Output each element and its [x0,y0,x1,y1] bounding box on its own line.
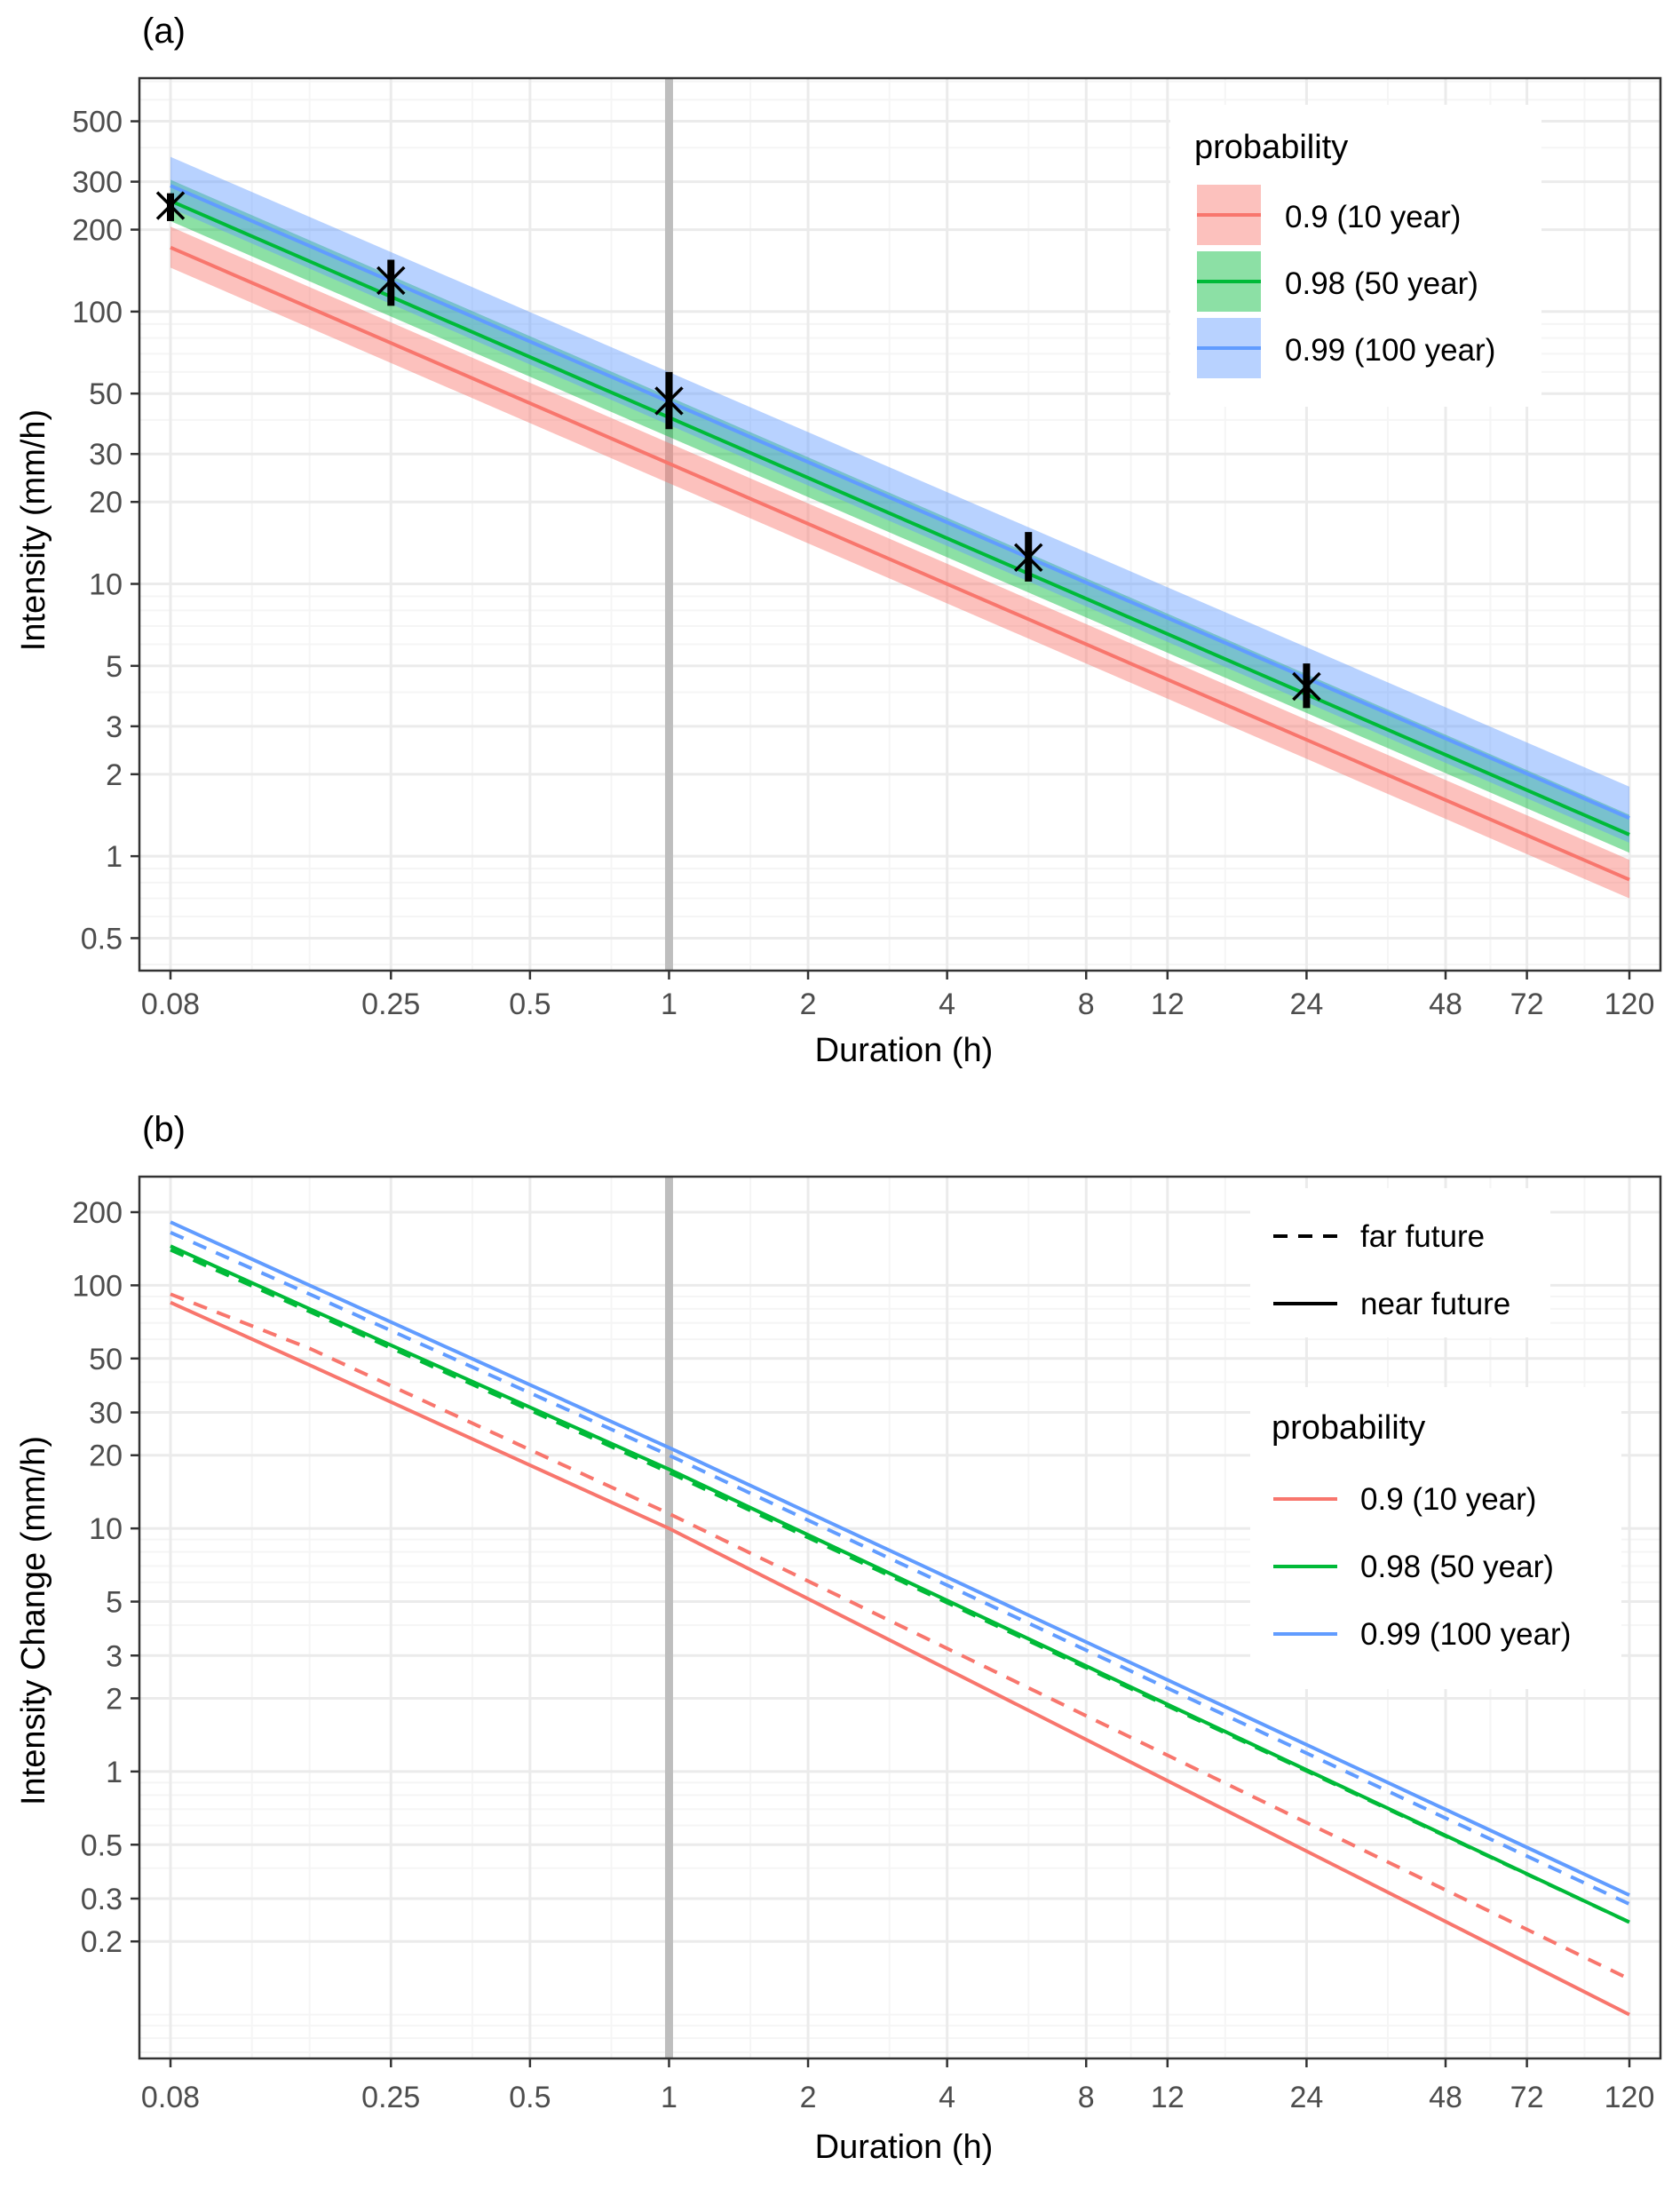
y-tick-label: 20 [89,1440,123,1473]
y-tick-label: 2 [106,758,123,792]
y-tick-label: 20 [89,486,123,519]
y-tick-label: 1 [106,1756,123,1789]
x-tick-label: 0.08 [141,987,200,1021]
y-tick-label: 2 [106,1682,123,1716]
panel-b-lines [170,1220,1630,2017]
x-tick-label: 0.25 [361,2081,420,2114]
y-tick-label: 50 [89,1343,123,1376]
panel-b-legend-label-far-future: far future [1360,1219,1485,1254]
obs-point-0 [155,191,186,220]
x-tick-label: 8 [1078,2081,1095,2114]
x-tick-label: 12 [1151,2081,1185,2114]
y-tick-label: 500 [72,106,123,139]
x-tick-label: 2 [800,987,817,1021]
panel-b-legend-title: probability [1272,1409,1425,1447]
panel-a-y-axis-title: Intensity (mm/h) [15,409,52,651]
x-tick-label: 0.08 [141,2081,200,2114]
y-tick-label: 300 [72,166,123,200]
x-tick-label: 120 [1605,2081,1655,2114]
panel-a-x-axis-title: Duration (h) [815,1032,994,1069]
x-tick-label: 4 [939,2081,955,2114]
panel-border [138,76,1662,972]
panel-border [138,1175,1662,2060]
panel-b-legend-label-100yr: 0.99 (100 year) [1360,1617,1571,1652]
y-tick-label: 30 [89,1397,123,1431]
y-tick-label: 3 [106,710,123,744]
series-line-0 [170,245,1630,882]
series-line-4 [170,1220,1630,1897]
panel-b-x-axis-title: Duration (h) [815,2129,994,2166]
x-tick-label: 72 [1510,2081,1544,2114]
panel-b-probability-legend: probability 0.9 (10 year) 0.98 (50 year)… [1250,1387,1621,1689]
panel-b-x-tick-labels: 0.08 0.25 0.5 1 2 4 8 12 24 48 72 120 [141,2081,1654,2114]
y-tick-label: 5 [106,1586,123,1620]
x-tick-label: 1 [661,2081,678,2114]
panel-a-legend-label-10yr: 0.9 (10 year) [1285,200,1461,234]
y-tick-label: 1 [106,840,123,874]
y-tick-label: 0.2 [81,1925,123,1959]
y-tick-label: 10 [89,1512,123,1546]
panel-a-x-tick-labels: 0.08 0.25 0.5 1 2 4 8 12 24 48 72 120 [141,987,1654,1021]
series-line-3 [170,1248,1630,1924]
y-tick-label: 50 [89,377,123,411]
panel-a-label: (a) [142,12,186,51]
panel-a-legend: probability 0.9 (10 year) 0.98 (50 year)… [1170,105,1541,407]
series-line-2 [170,184,1630,821]
panel-a-y-tick-labels: 0.5 1 2 3 5 10 20 30 50 100 200 300 500 [72,106,123,956]
x-tick-label: 24 [1289,987,1323,1021]
y-tick-label: 5 [106,650,123,684]
x-tick-label: 8 [1078,987,1095,1021]
series-line-1 [170,199,1630,837]
panel-b-legend-label-50yr: 0.98 (50 year) [1360,1550,1554,1584]
band-2 [170,156,1629,844]
obs-point-1 [376,266,406,296]
panel-b-y-tick-labels: 0.2 0.3 0.5 1 2 3 5 10 20 30 50 100 200 [72,1196,123,1959]
y-tick-label: 200 [72,1196,123,1230]
panel-a-legend-label-50yr: 0.98 (50 year) [1285,266,1478,301]
y-tick-label: 10 [89,568,123,602]
panel-b-border [131,1175,1662,2067]
series-line-1 [170,1292,1630,1981]
obs-point-3 [1013,543,1043,573]
x-tick-label: 2 [800,2081,817,2114]
y-tick-label: 30 [89,438,123,472]
panel-a-observations [155,191,1321,709]
y-tick-label: 200 [72,214,123,248]
obs-point-4 [1292,671,1321,702]
x-tick-label: 1 [661,987,678,1021]
y-tick-label: 100 [72,296,123,329]
panel-b-y-axis-title: Intensity Change (mm/h) [15,1436,52,1805]
panel-b-legend-label-near-future: near future [1360,1287,1510,1321]
panel-b-legend-label-10yr: 0.9 (10 year) [1360,1482,1536,1517]
y-tick-label: 100 [72,1269,123,1303]
panel-b-linetype-legend: far future near future [1250,1188,1550,1337]
x-tick-label: 4 [939,987,955,1021]
series-line-0 [170,1300,1630,2017]
y-tick-label: 0.5 [81,1828,123,1862]
x-tick-label: 72 [1510,987,1544,1021]
panel-a-legend-label-100yr: 0.99 (100 year) [1285,333,1495,368]
series-line-5 [170,1231,1630,1906]
x-tick-label: 48 [1429,987,1462,1021]
panel-b: 0.08 0.25 0.5 1 2 4 8 12 24 48 72 120 0.20.30.51235… [15,1110,1662,2166]
x-tick-label: 0.5 [509,2081,551,2114]
x-tick-label: 48 [1429,2081,1462,2114]
panel-a: 0.08 0.25 0.5 1 2 4 8 12 24 48 72 120 0.51235102030… [15,12,1662,1069]
x-tick-label: 120 [1605,987,1655,1021]
panel-b-label: (b) [142,1110,186,1149]
x-tick-label: 0.25 [361,987,420,1021]
x-tick-label: 12 [1151,987,1185,1021]
panel-a-legend-title: probability [1194,129,1348,166]
y-tick-label: 0.5 [81,922,123,956]
panel-a-lines [170,184,1630,882]
y-tick-label: 0.3 [81,1883,123,1916]
obs-point-2 [654,386,684,416]
x-tick-label: 0.5 [509,987,551,1021]
y-tick-label: 3 [106,1639,123,1673]
x-tick-label: 24 [1289,2081,1323,2114]
panel-a-border [131,76,1662,979]
